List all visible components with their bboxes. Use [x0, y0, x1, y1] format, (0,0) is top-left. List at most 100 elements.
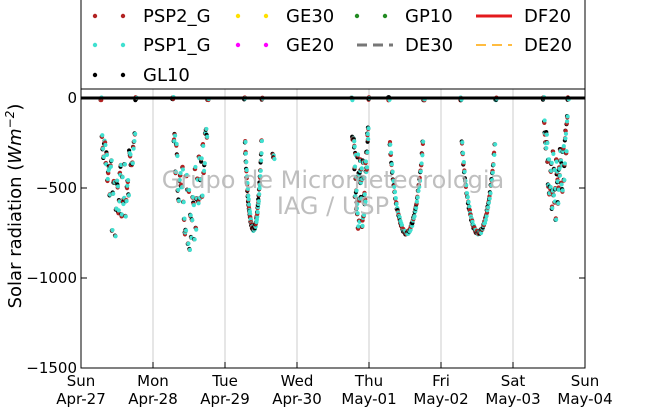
data-point-psp1_g	[120, 174, 125, 180]
data-point-psp1_g	[259, 138, 265, 144]
data-point-psp1_g	[128, 152, 133, 157]
data-point-psp1_g	[123, 214, 128, 219]
x-tick-label-date: May-03	[485, 390, 540, 408]
data-point-psp1_g	[177, 177, 182, 183]
data-point-psp1_g	[176, 187, 181, 192]
data-point-psp1_g	[205, 134, 210, 139]
data-point-psp1_g	[105, 176, 110, 182]
x-tick-label-day: Fri	[432, 372, 450, 390]
data-point-psp1_g	[562, 161, 567, 166]
legend-label: DF20	[524, 6, 571, 27]
data-point-psp1_g	[461, 159, 466, 165]
data-point-psp1_g	[486, 200, 492, 205]
data-point-psp1_g	[394, 201, 399, 207]
data-point-psp1_g	[258, 174, 263, 179]
legend: PSP2_G GE30 GP10 DF20 PSP1_G GE20 DE30 DE20 GL10	[80, 0, 586, 90]
y-axis: 0 −500 −1000 −1500	[26, 89, 585, 377]
data-point-psp1_g	[100, 133, 105, 138]
data-point-psp1_g	[414, 205, 419, 211]
data-point-psp1_g	[489, 183, 494, 188]
data-point-psp1_g	[176, 198, 182, 203]
x-tick-label-date: May-04	[557, 390, 612, 408]
data-point-psp1_g	[244, 174, 250, 179]
legend-label: DE30	[405, 35, 453, 56]
data-point-psp1_g	[364, 165, 370, 170]
plot-area: Grupo de Micrometeorologia IAG / USP	[80, 88, 586, 369]
data-point-psp1_g	[565, 114, 570, 119]
data-point-psp1_g	[198, 177, 204, 182]
data-point-psp1_g	[417, 184, 422, 190]
plot-frame	[80, 88, 586, 369]
data-point-psp1_g	[178, 171, 183, 176]
data-point-psp1_g	[244, 159, 249, 165]
data-point-psp1_g	[124, 198, 129, 204]
data-point-psp1_g	[186, 241, 191, 246]
data-point-psp1_g	[130, 161, 135, 166]
data-point-psp1_g	[464, 191, 470, 196]
data-point-psp1_g	[545, 140, 550, 146]
data-point-psp1_g	[389, 162, 394, 167]
data-point-psp1_g	[352, 164, 358, 169]
data-point-psp1_g	[354, 206, 359, 211]
data-point-psp1_g	[548, 184, 553, 190]
data-point-psp1_g	[563, 131, 569, 136]
data-point-psp1_g	[184, 172, 189, 178]
legend-label: PSP1_G	[143, 35, 211, 56]
legend-marker	[92, 13, 98, 19]
data-point-psp2_g	[417, 175, 422, 180]
legend-marker	[120, 13, 126, 19]
data-point-psp1_g	[392, 189, 398, 195]
data-point-psp1_g	[489, 178, 495, 183]
data-point-psp1_g	[551, 193, 557, 198]
data-point-psp1_g	[465, 194, 470, 200]
data-point-psp1_g	[119, 212, 124, 217]
legend-marker	[92, 72, 98, 78]
data-point-psp1_g	[255, 214, 260, 219]
data-point-psp1_g	[366, 126, 371, 131]
data-point-psp1_g	[488, 191, 493, 196]
x-tick-label-day: Wed	[281, 372, 314, 390]
data-point-psp1_g	[366, 136, 371, 142]
data-point-psp1_g	[555, 179, 560, 184]
data-point-psp1_g	[180, 167, 186, 172]
data-point-psp1_g	[397, 215, 402, 220]
data-point-psp1_g	[113, 234, 118, 239]
data-point-psp1_g	[559, 182, 564, 187]
data-point-psp1_g	[360, 223, 365, 228]
data-point-psp1_g	[132, 139, 137, 144]
data-point-psp1_g	[490, 170, 495, 175]
data-point-psp1_g	[115, 184, 121, 189]
legend-marker	[120, 72, 126, 78]
data-point-psp1_g	[493, 142, 498, 147]
legend-label: GP10	[405, 6, 453, 27]
data-point-psp1_g	[478, 230, 484, 236]
x-tick-label-date: Apr-28	[128, 390, 178, 408]
legend-marker	[235, 13, 241, 19]
data-point-psp1_g	[550, 205, 555, 211]
data-point-psp1_g	[365, 150, 370, 155]
data-point-psp1_g	[245, 186, 250, 191]
data-point-psp1_g	[204, 126, 209, 132]
data-point-psp1_g	[101, 154, 106, 159]
data-point-psp1_g	[415, 195, 420, 200]
data-point-psp1_g	[561, 144, 566, 149]
legend-marker	[354, 13, 360, 19]
legend-marker	[263, 42, 269, 48]
data-point-psp1_g	[191, 202, 196, 208]
data-point-psp1_g	[418, 169, 423, 174]
data-point-psp1_g	[172, 133, 178, 138]
data-point-psp1_g	[193, 164, 198, 170]
data-point-psp1_g	[486, 205, 491, 210]
data-point-psp1_g	[272, 156, 277, 162]
data-point-psp1_g	[546, 157, 552, 162]
data-point-psp1_g	[180, 185, 185, 190]
data-point-psp1_g	[564, 149, 569, 154]
data-point-psp1_g	[183, 228, 189, 233]
data-point-psp1_g	[399, 223, 405, 228]
legend-marker	[235, 42, 241, 48]
data-point-psp1_g	[554, 159, 559, 164]
data-point-psp1_g	[419, 161, 424, 166]
data-point-psp1_g	[388, 142, 393, 147]
data-point-psp1_g	[257, 192, 262, 197]
